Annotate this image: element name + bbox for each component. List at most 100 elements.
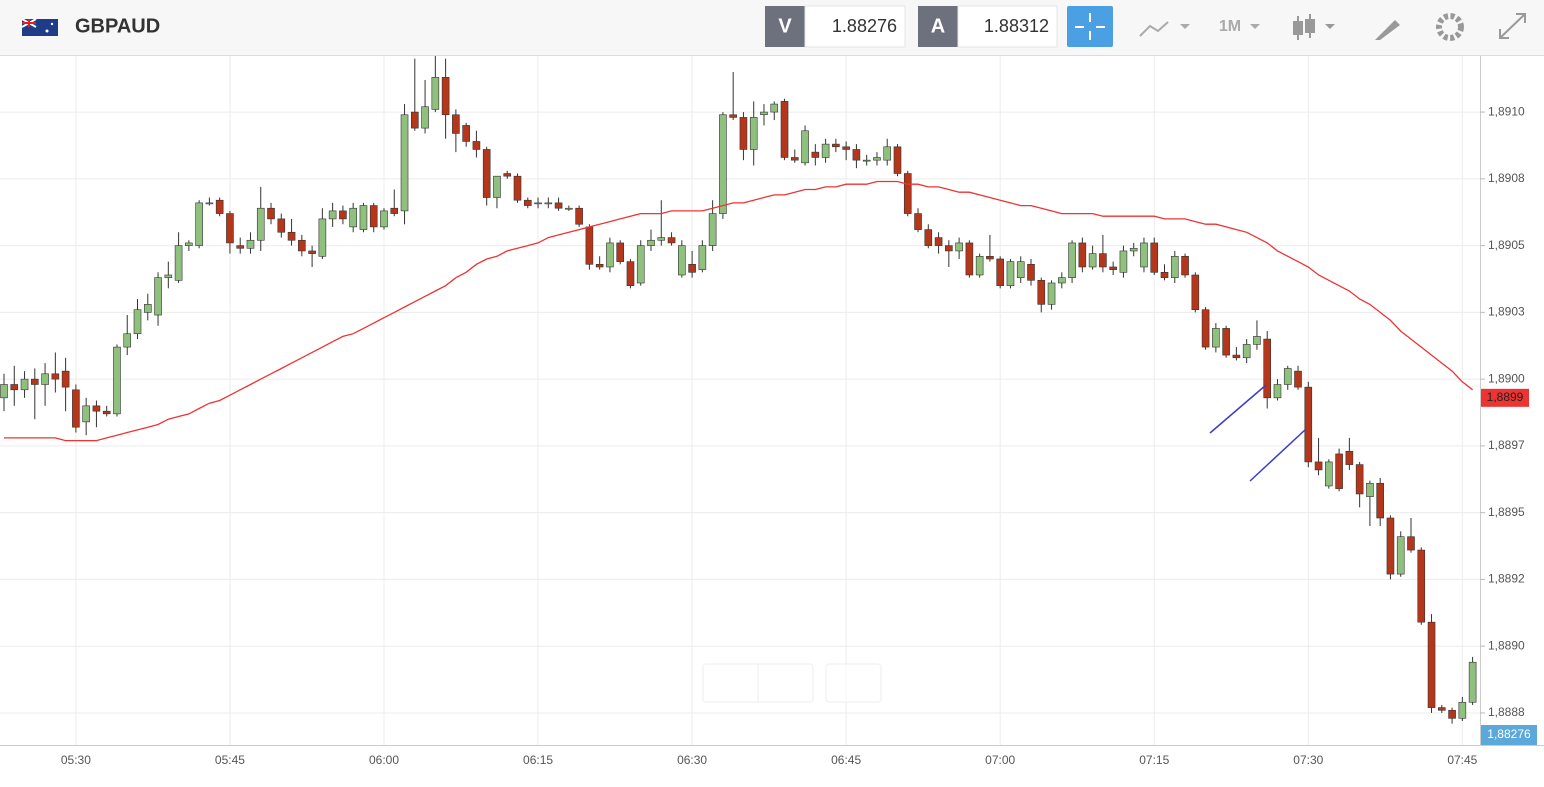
candle-body (0, 384, 8, 399)
candle-body (1109, 266, 1117, 270)
candle-body (1294, 370, 1302, 388)
reset-button[interactable] (825, 663, 882, 703)
candle-body (277, 218, 286, 233)
candle-body (934, 237, 943, 246)
x-tick-label: 06:00 (369, 753, 399, 767)
candle-body (811, 151, 820, 158)
bid-button[interactable] (765, 6, 805, 47)
settings-button[interactable] (1436, 13, 1464, 41)
candle-body (318, 218, 327, 257)
y-tick-label: 1,8903 (1488, 305, 1525, 319)
last-price-tag (1481, 725, 1537, 745)
candle-body (195, 202, 203, 246)
candle-body (739, 117, 748, 150)
candle-body (1088, 253, 1097, 268)
candle-body (113, 346, 121, 415)
candle-body (1160, 272, 1169, 278)
candle-body (61, 370, 70, 388)
candle-body (205, 202, 214, 205)
candle-body (986, 255, 994, 260)
y-tick-label: 1,8890 (1488, 638, 1525, 652)
candle-body (102, 410, 111, 415)
ask-label: A (931, 15, 945, 37)
candle-body (657, 237, 666, 241)
timeframe-button[interactable]: 1M (1219, 18, 1241, 35)
candle-body (708, 213, 717, 246)
y-tick-label: 1,8900 (1488, 371, 1525, 385)
candle-body (667, 237, 676, 244)
y-tick-label: 1,8897 (1488, 438, 1525, 452)
candle-body (749, 117, 758, 150)
candle-body (945, 245, 953, 252)
crosshair-button[interactable] (1067, 6, 1113, 47)
candle-body (873, 157, 881, 161)
candle-body (482, 149, 491, 198)
ma-tag-label: 1,8899 (1487, 390, 1524, 404)
candle-body (256, 207, 265, 241)
candle-body (133, 309, 142, 335)
candle-body (883, 146, 892, 161)
y-tick-label: 1,8895 (1488, 505, 1525, 519)
y-tick-label: 1,8910 (1488, 104, 1525, 118)
candle-body (400, 114, 409, 212)
candle-body (1201, 309, 1210, 348)
candle-body (1335, 453, 1343, 489)
candle-body (390, 207, 399, 214)
candle-body (1345, 450, 1354, 465)
bid-box (804, 5, 906, 48)
bid-price: 1.88276 (832, 16, 897, 36)
candle-body (267, 207, 275, 220)
candle-body (1396, 536, 1405, 575)
candle-body (164, 274, 173, 278)
candle-body (1253, 336, 1261, 345)
candle-body (41, 373, 49, 385)
candle-body (185, 242, 193, 246)
candle-body (410, 111, 419, 129)
ask-price: 1.88312 (984, 16, 1049, 36)
candle-body (852, 149, 861, 161)
candle-body (246, 239, 255, 249)
candle-body (1263, 338, 1272, 399)
candle-body (780, 101, 789, 158)
candle-body (565, 207, 573, 210)
candle-body (626, 261, 635, 286)
candle-body (82, 405, 90, 423)
candle-body (1140, 242, 1148, 268)
candle-body (1427, 621, 1436, 708)
candle-body (585, 226, 594, 265)
candle-body (1047, 282, 1056, 305)
moving-average (4, 180, 1473, 442)
candle-body (842, 146, 850, 150)
x-tick-label: 07:30 (1293, 753, 1323, 767)
drawn-trendline (1209, 384, 1267, 434)
candle-body (226, 213, 234, 244)
x-tick-label: 07:15 (1139, 753, 1169, 767)
candle-body (1468, 661, 1477, 703)
timeframe-caret (1250, 24, 1260, 29)
candle-body (1078, 242, 1087, 268)
fullscreen-button[interactable] (1499, 13, 1526, 39)
candle-body (636, 245, 645, 284)
candle-body (462, 125, 470, 142)
draw-button[interactable] (1375, 20, 1400, 40)
candles-button[interactable] (1293, 14, 1335, 40)
candle-body (339, 210, 347, 220)
candle-body (996, 258, 1004, 286)
candle-body (380, 210, 388, 228)
ask-button[interactable] (918, 6, 958, 47)
candle-body (698, 245, 707, 270)
candle-body (421, 106, 429, 129)
candle-body (1119, 250, 1128, 273)
candle-body (1242, 344, 1251, 359)
candle-body (215, 199, 224, 214)
candle-body (821, 143, 830, 158)
candle-body (606, 242, 614, 268)
candle-body (1068, 242, 1076, 278)
candle-body (1037, 280, 1046, 305)
chart-type-button[interactable] (1139, 21, 1190, 37)
candle-body (1027, 264, 1035, 281)
candle-body (503, 173, 512, 177)
candle-body (1314, 461, 1323, 471)
plot: 1,8910 1,8908 1,8905 1,8903 1,8900 1,8897 1,88… (0, 56, 1525, 767)
